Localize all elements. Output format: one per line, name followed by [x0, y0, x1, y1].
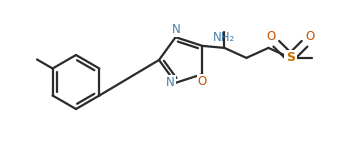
Text: O: O	[266, 30, 275, 43]
Text: N: N	[166, 76, 174, 89]
Text: O: O	[306, 30, 315, 43]
Text: NH₂: NH₂	[213, 31, 236, 44]
Text: O: O	[198, 75, 207, 88]
Text: S: S	[286, 51, 295, 64]
Text: N: N	[172, 23, 181, 36]
